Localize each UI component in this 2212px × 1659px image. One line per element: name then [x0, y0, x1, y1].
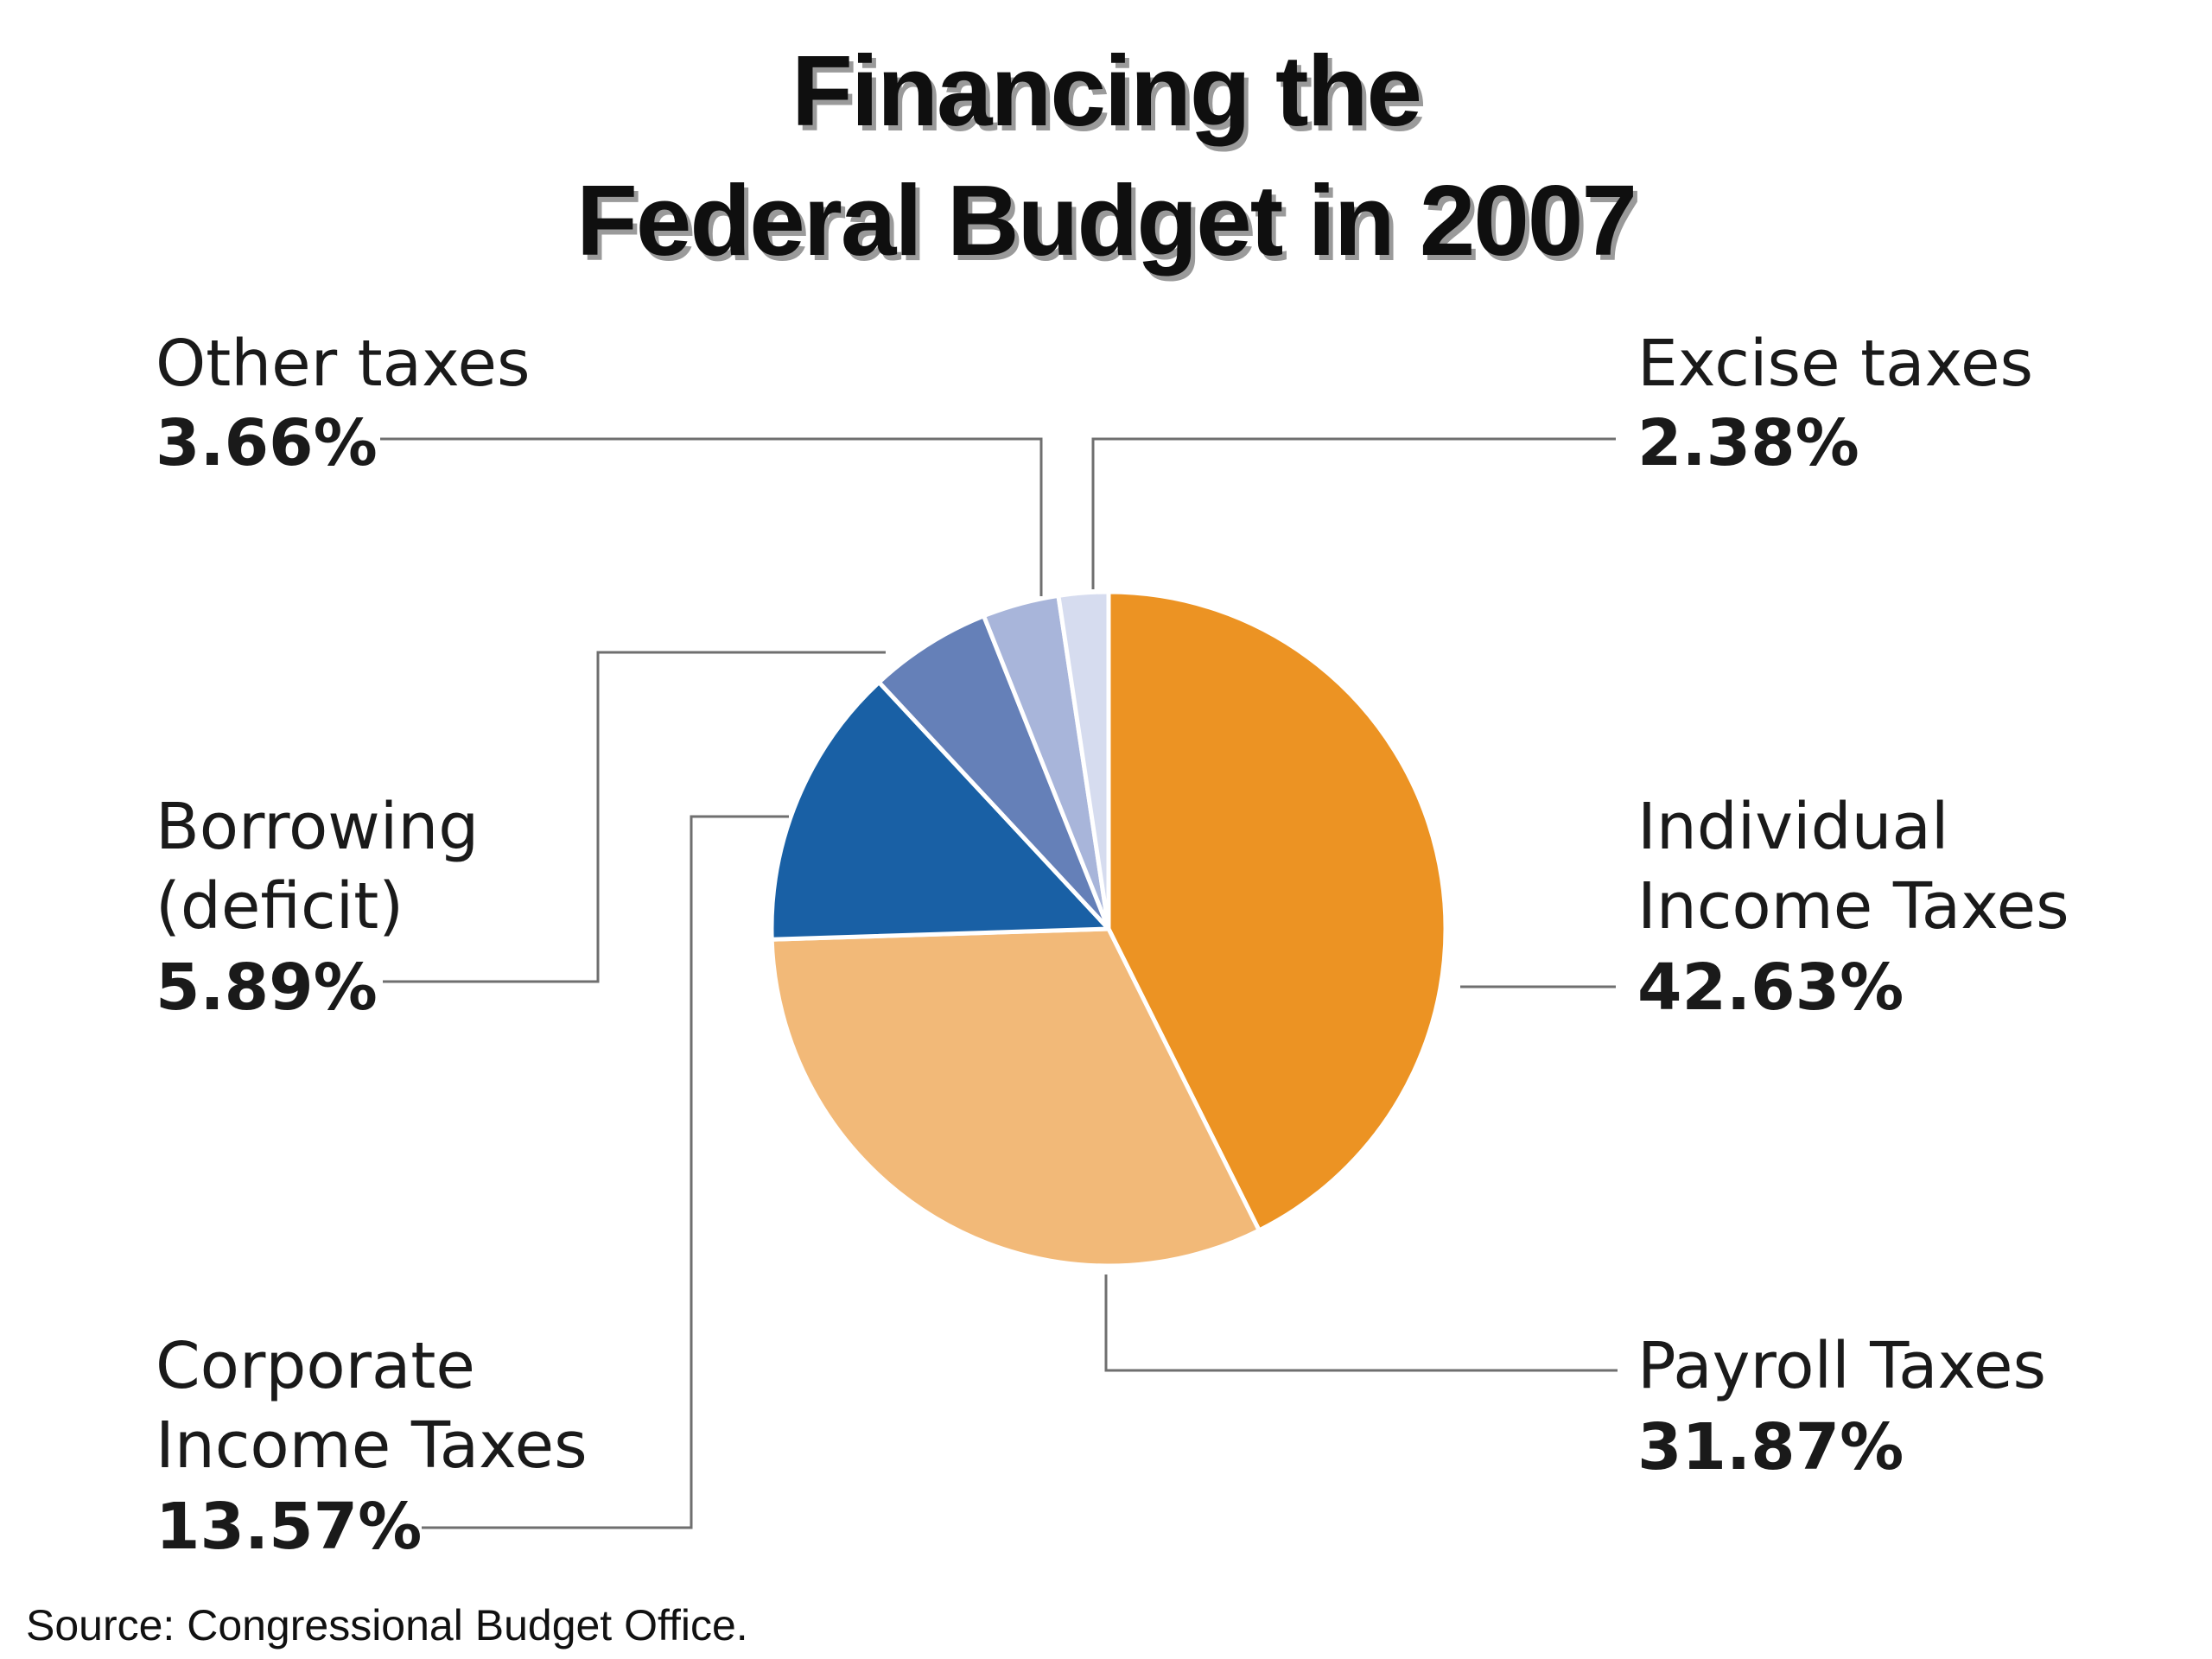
slice-value-excise-taxes: 2.38%	[1637, 406, 1859, 480]
slice-label-payroll-taxes: Payroll Taxes	[1637, 1329, 2046, 1403]
pie-slice-borrowing-deficit	[876, 613, 1111, 931]
pie-slice-individual-income-taxes	[1106, 589, 1448, 1233]
slice-value-payroll-taxes: 31.87%	[1637, 1410, 1904, 1484]
slice-label-individual-income-taxes-line-1: Individual	[1637, 790, 1948, 864]
leader-line-payroll-taxes	[1104, 1274, 1618, 1372]
slice-label-borrowing-line-2: (deficit)	[156, 869, 404, 944]
slice-label-excise-taxes: Excise taxes	[1637, 327, 2033, 401]
pie-slice-payroll-taxes	[769, 926, 1262, 1268]
slice-label-other-taxes: Other taxes	[156, 327, 531, 401]
leader-line-excise-taxes	[1091, 437, 1616, 589]
slice-label-individual-income-taxes-line-2: Income Taxes	[1637, 869, 2069, 944]
leader-line-corporate-income-taxes	[422, 815, 789, 1529]
chart-title: Financing the Federal Budget in 2007	[0, 26, 2212, 285]
pie-slices	[769, 589, 1448, 1268]
slice-label-corporate-income-taxes-line-2: Income Taxes	[156, 1408, 588, 1483]
pie-slice-corporate-income-taxes	[769, 680, 1111, 942]
leader-lines	[380, 437, 1618, 1529]
source-note: Source: Congressional Budget Office.	[26, 1601, 748, 1649]
pie-slice-excise-taxes	[1056, 589, 1111, 931]
chart-title-line-1: Financing the	[791, 35, 1422, 147]
label-group-corporate-income-taxes: Corporate Income Taxes 13.57%	[156, 1329, 588, 1564]
slice-value-other-taxes: 3.66%	[156, 406, 378, 480]
slice-label-corporate-income-taxes-line-1: Corporate	[156, 1329, 475, 1403]
label-group-other-taxes: Other taxes 3.66%	[156, 327, 531, 480]
slice-value-borrowing: 5.89%	[156, 950, 378, 1025]
label-group-payroll-taxes: Payroll Taxes 31.87%	[1637, 1329, 2046, 1484]
leader-line-other-taxes	[380, 437, 1043, 596]
chart-title-line-2: Federal Budget in 2007	[576, 164, 1637, 276]
slice-value-individual-income-taxes: 42.63%	[1637, 950, 1904, 1025]
slice-label-borrowing-line-1: Borrowing	[156, 790, 479, 864]
label-group-individual-income-taxes: Individual Income Taxes 42.63%	[1637, 790, 2069, 1025]
label-group-excise-taxes: Excise taxes 2.38%	[1637, 327, 2033, 480]
slice-value-corporate-income-taxes: 13.57%	[156, 1490, 422, 1564]
label-group-borrowing: Borrowing (deficit) 5.89%	[156, 790, 479, 1025]
leader-line-borrowing	[383, 651, 886, 983]
